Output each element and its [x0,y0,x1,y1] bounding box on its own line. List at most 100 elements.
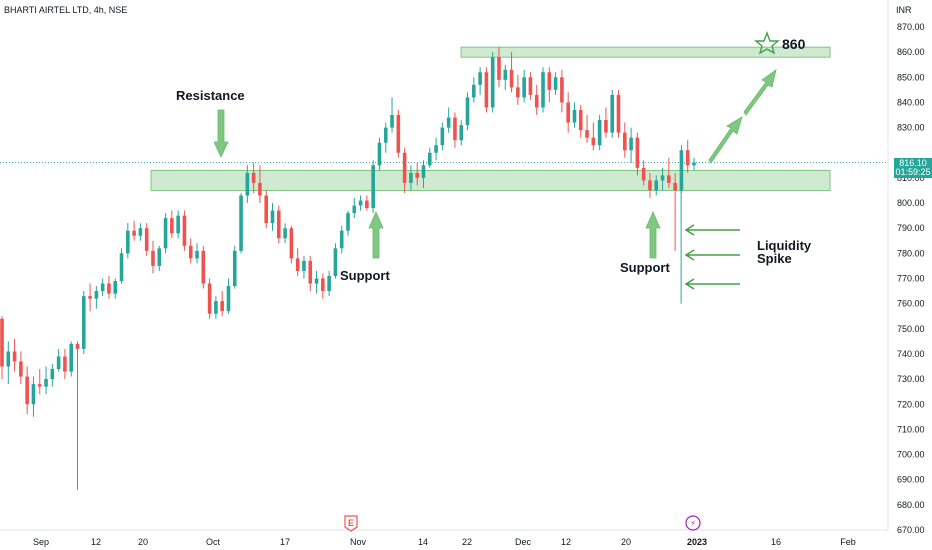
candle[interactable] [251,162,256,193]
candle[interactable] [314,270,319,294]
candle[interactable] [446,107,451,133]
candle[interactable] [302,255,306,279]
candle[interactable] [6,341,11,385]
candle[interactable] [207,278,212,319]
candle[interactable] [516,74,520,105]
candle[interactable] [352,198,357,219]
candle[interactable] [497,47,501,88]
candle[interactable] [94,286,99,309]
candle[interactable] [75,341,80,490]
price-axis[interactable]: 670.00 680.00 690.00 700.00 710.00 720.00 730.… [897,22,925,535]
candle[interactable] [490,52,495,113]
candle[interactable] [648,172,652,199]
candle[interactable] [308,255,313,292]
candle[interactable] [692,157,696,171]
candle[interactable] [522,69,526,103]
candle[interactable] [528,72,533,100]
earnings-badge[interactable]: E [344,515,358,532]
candle[interactable] [365,195,369,211]
candle[interactable] [572,102,577,128]
candle[interactable] [132,220,136,241]
candle[interactable] [201,245,206,289]
candle[interactable] [220,291,224,317]
candle[interactable] [289,225,294,264]
candle[interactable] [610,89,615,138]
candle[interactable] [427,147,432,168]
candle[interactable] [157,245,162,271]
candle[interactable] [560,69,564,113]
candle[interactable] [685,140,690,173]
candle[interactable] [56,348,61,372]
candle[interactable] [245,165,250,204]
candle[interactable] [321,273,325,299]
candle[interactable] [232,245,237,289]
candle[interactable] [69,341,73,377]
candle[interactable] [339,225,344,254]
candle[interactable] [176,210,180,239]
candle[interactable] [547,67,552,103]
candle[interactable] [616,89,621,138]
candle[interactable] [182,210,187,251]
candle[interactable] [402,147,407,193]
candle[interactable] [377,137,382,171]
candle[interactable] [541,67,545,113]
candle[interactable] [0,316,4,380]
candle[interactable] [578,104,583,138]
candle[interactable] [63,348,67,380]
candle[interactable] [409,165,413,191]
candle[interactable] [44,366,48,395]
candle[interactable] [440,122,445,151]
candle[interactable] [654,175,659,196]
candles-layer[interactable] [0,47,696,490]
candle[interactable] [472,77,476,103]
candle[interactable] [239,192,243,254]
time-axis[interactable]: Sep 12 20 Oct 17 Nov 14 22 Dec 12 20 2023 16 Feb [33,537,856,547]
candle[interactable] [635,132,640,176]
candle[interactable] [126,223,130,259]
candle[interactable] [566,92,570,133]
candle[interactable] [534,84,539,116]
candle[interactable] [641,160,646,186]
candle[interactable] [396,109,401,158]
candle[interactable] [553,72,558,95]
candle[interactable] [226,278,231,314]
candle[interactable] [327,270,331,297]
candle[interactable] [371,160,375,214]
candle[interactable] [503,64,508,90]
candle[interactable] [195,243,199,264]
candle[interactable] [421,160,426,188]
candle[interactable] [113,278,118,299]
candle[interactable] [270,203,275,231]
candle[interactable] [679,145,684,193]
candle[interactable] [383,122,388,153]
candle[interactable] [667,157,671,188]
candle[interactable] [295,248,300,276]
candle[interactable] [188,238,193,264]
candle[interactable] [509,52,514,93]
candle[interactable] [660,167,665,191]
candle[interactable] [585,115,589,143]
candle[interactable] [31,376,36,417]
candle[interactable] [37,369,42,395]
dividend-badge[interactable]: ⚡ [685,515,701,531]
candle[interactable] [484,67,489,113]
candle[interactable] [390,97,394,133]
candle[interactable] [591,122,596,151]
candle[interactable] [604,107,608,138]
candle[interactable] [623,122,627,158]
candle[interactable] [88,283,92,312]
candle[interactable] [19,351,23,385]
candle[interactable] [151,240,155,274]
candle[interactable] [597,115,602,151]
candle[interactable] [144,223,149,256]
candle[interactable] [214,296,218,319]
candle[interactable] [170,210,174,239]
candle[interactable] [415,162,419,186]
candle[interactable] [346,210,350,236]
candle[interactable] [673,172,677,251]
candle[interactable] [453,112,457,148]
candle[interactable] [107,275,111,299]
candle[interactable] [50,364,55,387]
candle[interactable] [358,195,363,211]
